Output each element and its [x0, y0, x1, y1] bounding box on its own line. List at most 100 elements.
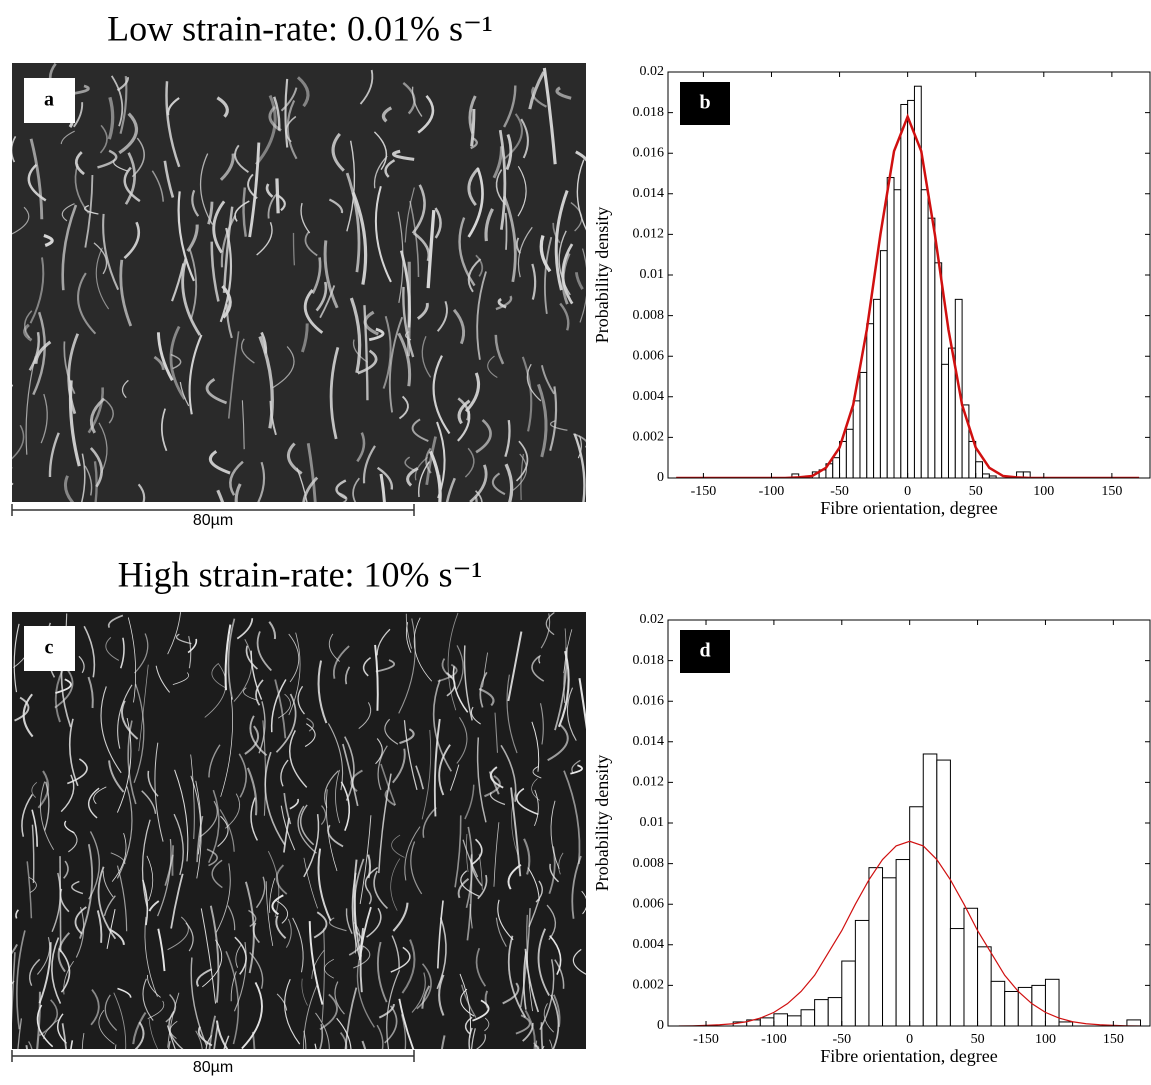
y-tick-label: 0.008	[633, 856, 665, 871]
scale-bar-label: 80µm	[193, 512, 233, 529]
bar	[860, 372, 867, 478]
bar	[846, 429, 853, 478]
bar	[937, 760, 951, 1026]
bar	[896, 860, 910, 1026]
y-tick-label: 0.006	[633, 348, 665, 363]
bar	[1059, 1022, 1073, 1026]
bar	[901, 104, 908, 478]
panel-label: a	[44, 89, 54, 111]
bar	[787, 1016, 801, 1026]
bar	[908, 100, 915, 478]
fibre	[506, 213, 507, 250]
bar	[950, 929, 964, 1026]
bar	[855, 920, 869, 1026]
y-tick-label: 0.016	[633, 693, 665, 708]
fibre	[60, 856, 61, 952]
fibre	[23, 1045, 28, 1080]
x-tick-label: -50	[832, 1032, 851, 1047]
fibre	[253, 1032, 255, 1069]
bar	[894, 190, 901, 478]
y-tick-label: 0.012	[633, 775, 665, 790]
y-tick-label: 0.004	[633, 937, 665, 952]
bar	[983, 474, 990, 478]
bar	[1005, 991, 1019, 1026]
bar	[1032, 985, 1046, 1026]
bar	[880, 251, 887, 478]
panel-label: c	[45, 637, 54, 659]
x-tick-label: -50	[830, 484, 849, 499]
fibre	[172, 845, 173, 875]
bar	[833, 458, 840, 478]
x-axis-label: Fibre orientation, degree	[820, 1046, 997, 1066]
bar	[801, 1010, 815, 1026]
row-title: High strain-rate: 10% s⁻¹	[118, 554, 483, 594]
x-tick-label: 100	[1033, 484, 1054, 499]
bar	[828, 998, 842, 1026]
fibre	[531, 1046, 544, 1080]
bar	[921, 190, 928, 478]
bar	[991, 981, 1005, 1026]
y-axis-label: Probability density	[592, 755, 612, 892]
x-axis-label: Fibre orientation, degree	[820, 498, 997, 518]
y-tick-label: 0.002	[633, 978, 665, 993]
panel-label: d	[699, 640, 710, 662]
bar	[760, 1018, 774, 1026]
bar	[887, 178, 894, 478]
bar	[978, 947, 992, 1026]
sem-image	[12, 63, 586, 502]
scale-bar-label: 80µm	[193, 1059, 233, 1076]
y-tick-label: 0.012	[633, 227, 665, 242]
bar	[928, 218, 935, 478]
y-tick-label: 0.006	[633, 896, 665, 911]
y-tick-label: 0.008	[633, 308, 665, 323]
bar	[842, 961, 856, 1026]
bar	[853, 401, 860, 478]
panel-label: b	[699, 92, 710, 114]
x-tick-label: -100	[759, 484, 785, 499]
y-tick-label: 0.018	[633, 105, 665, 120]
y-tick-label: 0.018	[633, 653, 665, 668]
y-tick-label: 0.01	[640, 267, 665, 282]
x-tick-label: 100	[1035, 1032, 1056, 1047]
fibre	[5, 983, 13, 1043]
fibre	[310, 1044, 318, 1080]
bar	[869, 868, 883, 1026]
fibre	[277, 178, 278, 213]
bar	[1127, 1020, 1141, 1026]
y-tick-label: 0.02	[640, 612, 665, 627]
y-tick-label: 0	[657, 470, 664, 485]
y-tick-label: 0.01	[640, 815, 665, 830]
bar	[942, 364, 949, 478]
bar	[935, 263, 942, 478]
bar	[815, 1000, 829, 1026]
y-tick-label: 0.02	[640, 64, 665, 79]
row-title: Low strain-rate: 0.01% s⁻¹	[107, 8, 493, 48]
y-tick-label: 0	[657, 1018, 664, 1033]
y-axis-label: Probability density	[592, 207, 612, 344]
bar	[923, 754, 937, 1026]
bar	[1045, 979, 1059, 1026]
x-tick-label: 150	[1103, 1032, 1124, 1047]
x-tick-label: 50	[971, 1032, 985, 1047]
bar	[867, 324, 874, 478]
y-tick-label: 0.002	[633, 430, 665, 445]
x-tick-label: 150	[1101, 484, 1122, 499]
y-tick-label: 0.014	[633, 186, 665, 201]
x-tick-label: 0	[906, 1032, 913, 1047]
bar	[774, 1014, 788, 1026]
x-tick-label: 0	[904, 484, 911, 499]
fibre	[3, 385, 12, 437]
x-tick-label: 50	[969, 484, 983, 499]
x-tick-label: -100	[761, 1032, 787, 1047]
y-tick-label: 0.016	[633, 145, 665, 160]
y-tick-label: 0.014	[633, 734, 665, 749]
y-tick-label: 0.004	[633, 389, 665, 404]
x-tick-label: -150	[691, 484, 717, 499]
bar	[910, 807, 924, 1026]
bar	[976, 462, 983, 478]
bar	[874, 299, 881, 478]
x-tick-label: -150	[693, 1032, 719, 1047]
bar	[883, 878, 897, 1026]
